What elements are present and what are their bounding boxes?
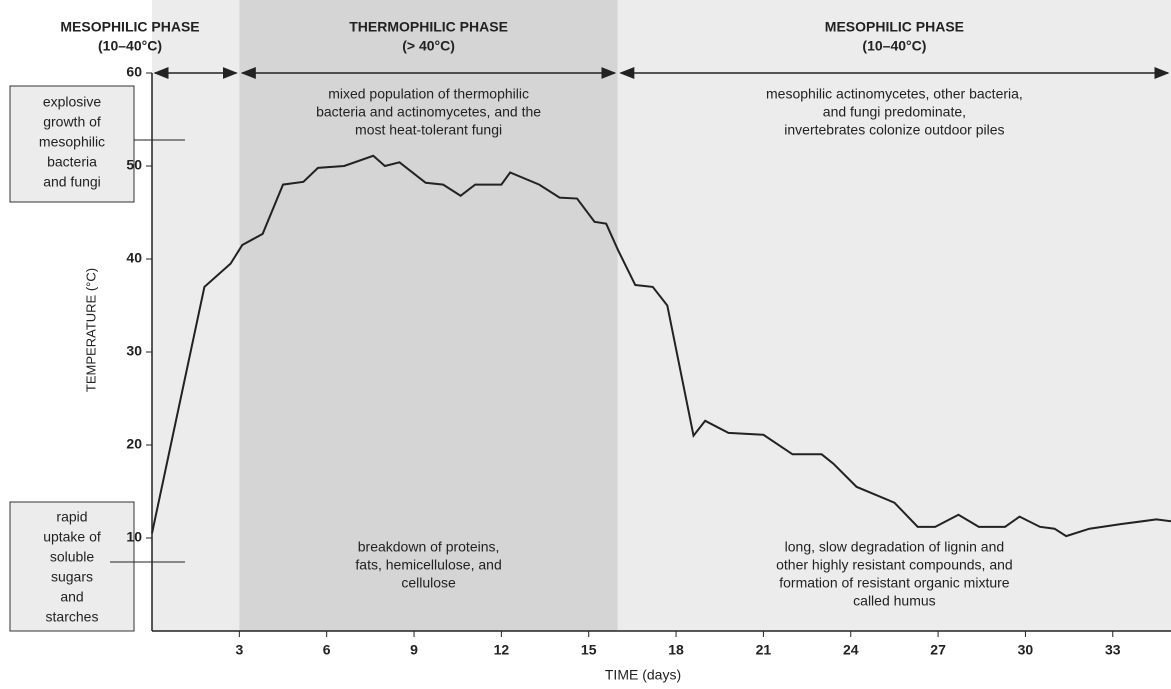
side-note: rapid xyxy=(56,509,87,525)
phase-name: MESOPHILIC PHASE xyxy=(825,19,964,35)
side-note: explosive xyxy=(43,94,102,110)
side-note: bacteria xyxy=(47,154,97,170)
x-tick-label: 24 xyxy=(843,642,859,658)
x-axis-label: TIME (days) xyxy=(605,667,681,683)
y-tick-label: 20 xyxy=(126,436,142,452)
y-tick-label: 50 xyxy=(126,157,142,173)
phase-band xyxy=(617,0,1171,631)
side-note: mesophilic xyxy=(39,134,105,150)
phase-band xyxy=(239,0,618,631)
phase-range: (10–40°C) xyxy=(98,38,162,54)
phase-name: THERMOPHILIC PHASE xyxy=(349,19,508,35)
phase-note: most heat-tolerant fungi xyxy=(355,122,502,138)
side-box xyxy=(9,85,135,203)
phase-note: other highly resistant compounds, and xyxy=(776,557,1013,573)
phase-note: fats, hemicellulose, and xyxy=(355,557,501,573)
x-tick-label: 33 xyxy=(1105,642,1121,658)
side-note: and xyxy=(60,589,83,605)
side-note: starches xyxy=(46,609,99,625)
phase-note: mesophilic actinomycetes, other bacteria… xyxy=(766,86,1023,102)
x-tick-label: 9 xyxy=(410,642,418,658)
side-box xyxy=(9,501,135,632)
phase-band xyxy=(152,0,240,631)
x-tick-label: 21 xyxy=(756,642,772,658)
phase-note: breakdown of proteins, xyxy=(358,539,500,555)
y-tick-label: 60 xyxy=(126,64,142,80)
phase-shading xyxy=(152,0,1171,631)
phase-range: (10–40°C) xyxy=(862,38,926,54)
x-tick-label: 12 xyxy=(494,642,510,658)
phase-note: bacteria and actinomycetes, and the xyxy=(316,104,541,120)
x-tick-label: 30 xyxy=(1018,642,1034,658)
phase-note: and fungi predominate, xyxy=(823,104,966,120)
side-note: and fungi xyxy=(43,174,101,190)
side-note: soluble xyxy=(50,549,95,565)
x-tick-label: 27 xyxy=(930,642,946,658)
y-tick-label: 30 xyxy=(126,343,142,359)
side-note: uptake of xyxy=(43,529,101,545)
side-note: sugars xyxy=(51,569,93,585)
phase-note: mixed population of thermophilic xyxy=(328,86,529,102)
phase-name: MESOPHILIC PHASE xyxy=(60,19,199,35)
phase-range: (> 40°C) xyxy=(402,38,455,54)
phase-note: cellulose xyxy=(401,575,456,591)
side-note: growth of xyxy=(43,114,101,130)
y-tick-label: 40 xyxy=(126,250,142,266)
phase-note: formation of resistant organic mixture xyxy=(779,575,1010,591)
temperature-line xyxy=(151,154,1171,538)
x-tick-label: 3 xyxy=(235,642,243,658)
y-axis-label: TEMPERATURE (°C) xyxy=(83,268,98,392)
phase-note: called humus xyxy=(853,593,936,609)
y-tick-label: 10 xyxy=(126,529,142,545)
x-tick-label: 6 xyxy=(323,642,331,658)
phase-note: long, slow degradation of lignin and xyxy=(785,539,1005,555)
x-tick-label: 18 xyxy=(668,642,684,658)
x-tick-label: 15 xyxy=(581,642,597,658)
phase-note: invertebrates colonize outdoor piles xyxy=(784,122,1004,138)
